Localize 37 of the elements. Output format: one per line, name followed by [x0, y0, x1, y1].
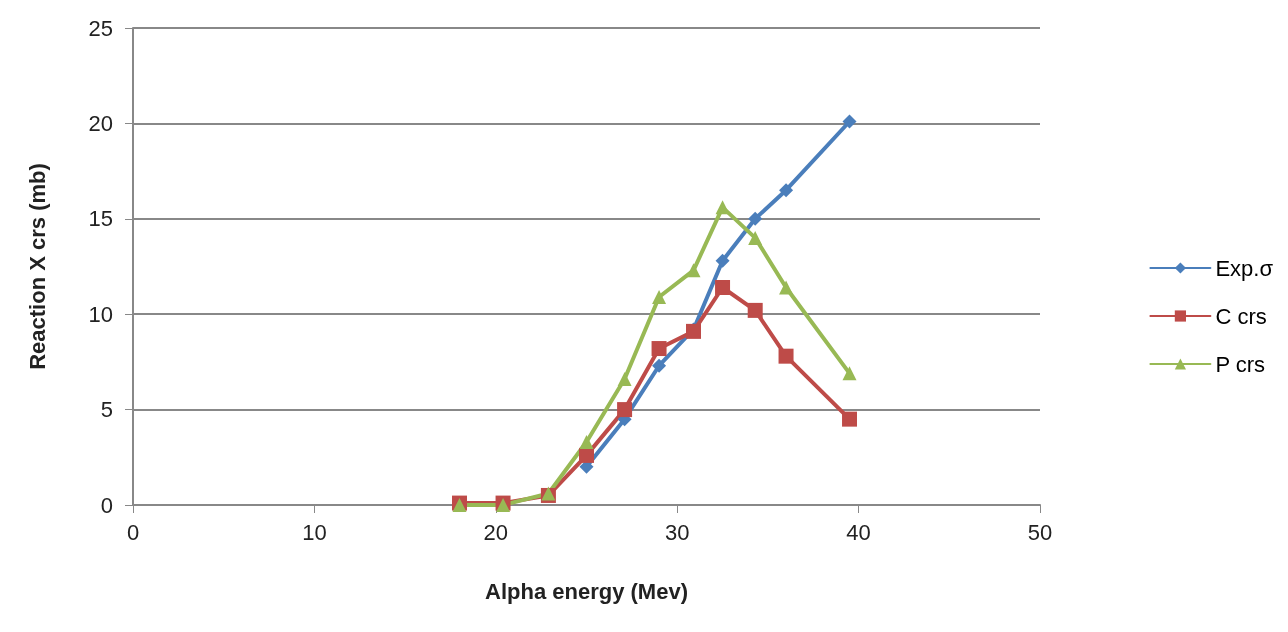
- y-tick-label: 10: [88, 301, 113, 327]
- x-tick-label: 40: [846, 519, 871, 545]
- legend-label: C crs: [1215, 303, 1267, 329]
- y-tick-label: 20: [88, 110, 113, 136]
- point: [842, 114, 857, 129]
- point: [715, 253, 730, 268]
- point: [842, 366, 857, 381]
- point: [617, 402, 633, 418]
- point: [779, 183, 794, 198]
- y-axis-title: Reaction X crs (mb): [24, 163, 50, 370]
- x-tick-label: 10: [302, 519, 327, 545]
- point: [748, 230, 763, 245]
- point: [686, 263, 701, 278]
- legend-label: P crs: [1215, 351, 1266, 377]
- y-tick-label: 15: [88, 206, 113, 232]
- point: [652, 358, 667, 373]
- point: [779, 280, 794, 295]
- point: [748, 211, 763, 226]
- x-tick-label: 20: [483, 519, 509, 545]
- x-axis-title: Alpha energy (Mev): [485, 578, 688, 604]
- y-tick-label: 5: [100, 397, 113, 423]
- x-tick-label: 30: [664, 519, 690, 545]
- point: [747, 302, 763, 318]
- point: [842, 411, 858, 427]
- legend-label: Exp.σ: [1215, 255, 1274, 281]
- point: [778, 348, 794, 364]
- point: [579, 435, 594, 450]
- x-tick-label: 50: [1027, 519, 1053, 545]
- point: [715, 200, 730, 215]
- point: [652, 290, 667, 305]
- point: [579, 447, 594, 463]
- point: [617, 372, 632, 387]
- x-tick-label: 0: [126, 519, 140, 545]
- point: [715, 279, 731, 295]
- y-tick-label: 25: [88, 15, 113, 41]
- y-tick-label: 0: [100, 492, 113, 518]
- point: [651, 341, 667, 357]
